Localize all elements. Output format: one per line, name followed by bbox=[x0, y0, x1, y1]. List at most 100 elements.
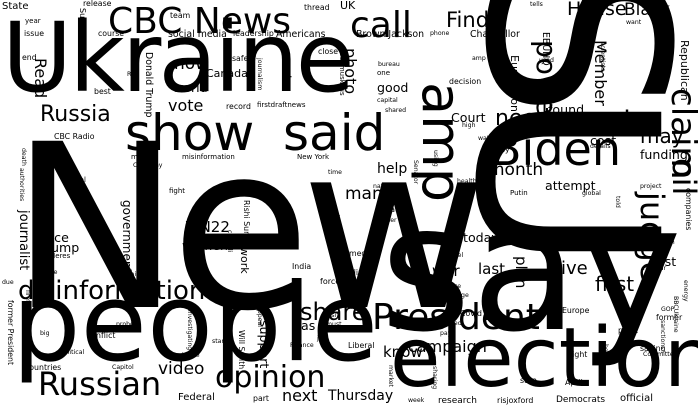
word-tells: tells bbox=[530, 1, 543, 8]
word-new-york: New York bbox=[297, 153, 330, 161]
word-attempt: attempt bbox=[545, 178, 596, 193]
word-senate: Senate bbox=[375, 205, 404, 214]
word-first: first bbox=[595, 272, 635, 296]
word-rise: rise bbox=[333, 212, 340, 224]
word-trump: Trump bbox=[40, 240, 80, 255]
word-good: good bbox=[377, 80, 409, 95]
word-firefighter: firefighter bbox=[24, 290, 31, 321]
word-gop: GOP bbox=[661, 306, 675, 313]
word-month: month bbox=[488, 160, 544, 180]
word-state: State bbox=[2, 1, 29, 12]
word-cbc-radio: CBC Radio bbox=[54, 132, 95, 141]
word-putin: Putin bbox=[510, 189, 528, 197]
word-record: record bbox=[226, 102, 251, 111]
word-amp-small: amp bbox=[472, 55, 486, 62]
word-face: face bbox=[42, 230, 69, 245]
word-supreme-court: Supreme Court bbox=[78, 8, 87, 69]
word-year: year bbox=[25, 17, 41, 25]
word-due: due bbox=[2, 279, 14, 286]
word-major: major bbox=[578, 19, 596, 26]
word-opinion: opinion bbox=[215, 360, 326, 395]
word-leader: leader bbox=[377, 217, 397, 224]
word-global: global bbox=[582, 190, 601, 197]
word-appeal: appeal bbox=[256, 306, 263, 327]
word-decision: decision bbox=[449, 77, 482, 86]
word-help: help bbox=[377, 161, 408, 177]
word-support: support bbox=[257, 320, 272, 369]
word-want: want bbox=[626, 19, 642, 26]
word-sanctions: sanctions bbox=[659, 320, 666, 350]
word-trans: Trans bbox=[548, 111, 582, 126]
word-russia: Russia bbox=[40, 102, 111, 127]
word-make: make bbox=[279, 55, 294, 90]
word-committee: Committee bbox=[643, 351, 678, 358]
word-journalism: journalism bbox=[256, 58, 263, 91]
word-republican: Republican bbox=[678, 40, 691, 101]
word-uk: UK bbox=[340, 0, 356, 12]
word-thursday: Thursday bbox=[328, 388, 394, 404]
word-investigating: investigating bbox=[186, 310, 193, 351]
word-end: end bbox=[22, 53, 37, 62]
word-rep: Rep bbox=[127, 71, 139, 78]
word-political: political bbox=[60, 349, 85, 356]
word-evidence: evidence bbox=[550, 123, 579, 130]
word-know: know bbox=[383, 343, 423, 361]
word-cost: cost bbox=[590, 133, 617, 148]
word-will: will bbox=[73, 195, 87, 204]
word-probe: probe bbox=[116, 321, 134, 328]
word-donald-trump: Donald Trump bbox=[143, 52, 154, 118]
word-market: market bbox=[387, 365, 394, 387]
word-course: course bbox=[98, 29, 125, 38]
word-test: test bbox=[652, 254, 677, 269]
word-sen: Sen bbox=[663, 239, 675, 246]
word-leadership: leadership bbox=[233, 29, 274, 38]
word-say: say bbox=[380, 168, 682, 371]
word-scientists: scientists bbox=[599, 42, 606, 72]
word-agreed: agreed bbox=[440, 320, 462, 327]
word-boost: boost bbox=[602, 344, 609, 362]
word-people: people bbox=[12, 261, 379, 386]
word-close: close bbox=[318, 47, 339, 56]
word-cdnpoli: cdnpoli bbox=[226, 230, 233, 253]
word-rishi-sunak: Rishi Sunak bbox=[242, 200, 251, 246]
word-media: media bbox=[349, 249, 374, 258]
word-former: former bbox=[656, 313, 683, 322]
word-april: April bbox=[565, 378, 583, 387]
word-government: government bbox=[120, 200, 134, 274]
word-conflict: conflict bbox=[87, 331, 116, 340]
word-firstdraftnews: firstdraftnews bbox=[257, 101, 306, 109]
word-show: show bbox=[125, 104, 255, 162]
word-must: must bbox=[326, 321, 342, 328]
word-chancellor: Chancellor bbox=[470, 29, 520, 40]
word-details: details bbox=[590, 143, 611, 150]
word-journalist: journalist bbox=[16, 210, 31, 271]
word-nuclear: nuclear bbox=[643, 265, 667, 272]
word-risjoxford: risjoxford bbox=[497, 396, 534, 405]
word-gas: gas bbox=[293, 318, 316, 333]
word-team: team bbox=[170, 11, 191, 20]
word-next: next bbox=[282, 386, 318, 405]
word-companies: companies bbox=[684, 188, 693, 231]
word-war: war bbox=[432, 262, 460, 280]
word-company: Company bbox=[133, 162, 163, 169]
word-release: release bbox=[83, 0, 112, 8]
word-phone: phone bbox=[430, 30, 450, 37]
word-bbcukraine: BBCUkraine bbox=[672, 296, 679, 333]
word-right: right bbox=[569, 350, 588, 359]
word-big: big bbox=[40, 330, 50, 337]
word-women: women bbox=[182, 238, 229, 253]
word-thread: thread bbox=[304, 3, 330, 12]
word-likely: likely bbox=[489, 145, 510, 154]
word-bureau: bureau bbox=[378, 61, 400, 68]
word-many: many bbox=[345, 184, 393, 204]
word-may: may bbox=[640, 124, 684, 148]
word-campaign: campaign bbox=[408, 337, 487, 356]
word-national: national bbox=[373, 183, 399, 190]
word-part: part bbox=[253, 394, 269, 403]
word-ukrainian: Ukrainian bbox=[120, 271, 150, 278]
word-live: live bbox=[556, 258, 588, 279]
word-eurovision: Eurovision bbox=[508, 55, 521, 112]
word-americans: Americans bbox=[276, 29, 326, 40]
word-black: Black bbox=[624, 0, 670, 20]
word-europe: Europe bbox=[562, 306, 590, 315]
